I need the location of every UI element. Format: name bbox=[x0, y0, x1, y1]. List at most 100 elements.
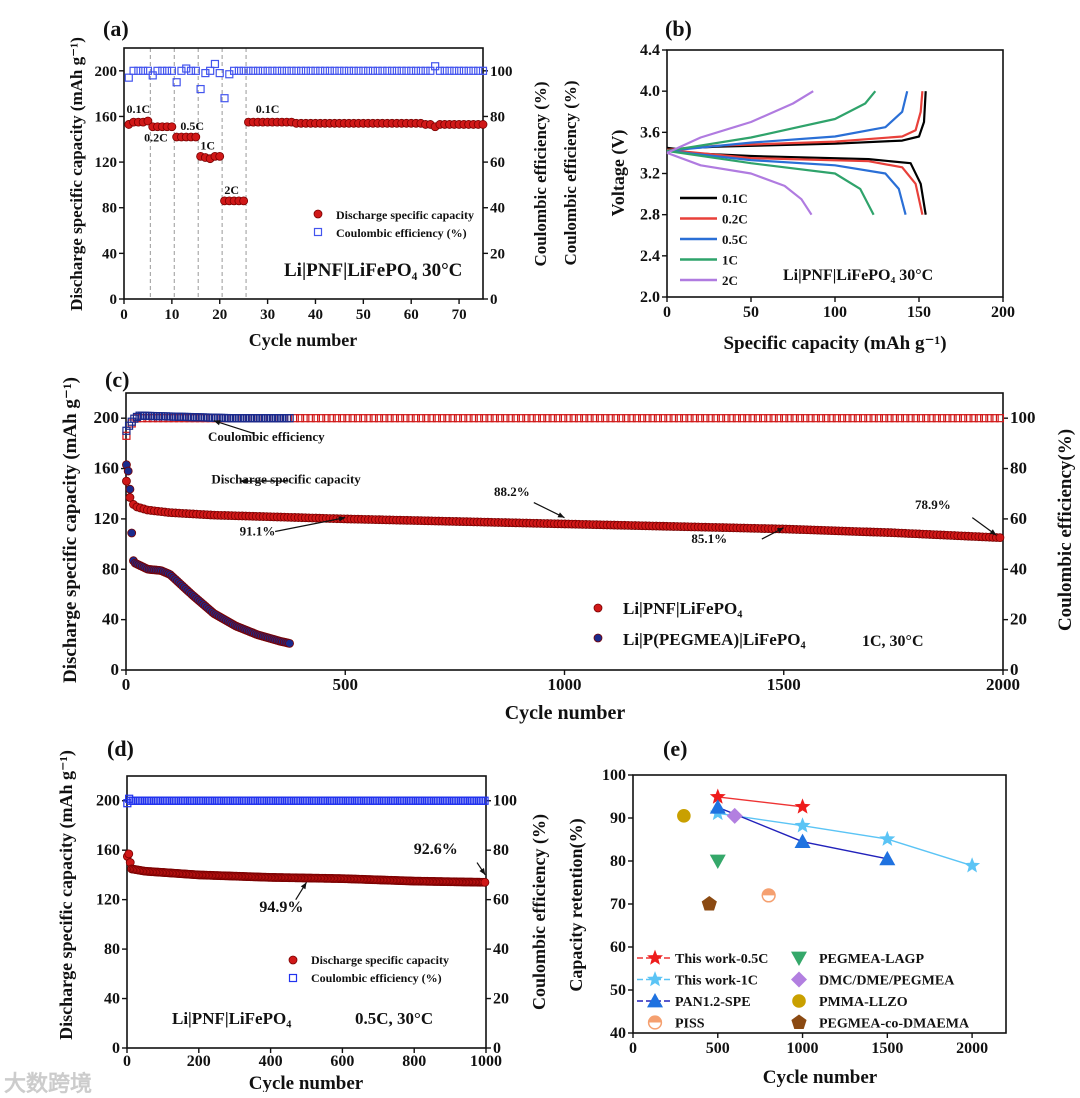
x-tick-label: 600 bbox=[330, 1053, 354, 1070]
pnf-ce-point bbox=[332, 414, 342, 423]
ce-point bbox=[172, 78, 181, 87]
ce-point bbox=[229, 66, 239, 75]
pnf-ce-point bbox=[401, 414, 410, 423]
pegmea-ce-point bbox=[146, 411, 155, 421]
pegmea-ce-point bbox=[140, 411, 149, 420]
annotation-label: 94.9% bbox=[259, 899, 303, 916]
pnf-ce-point bbox=[822, 414, 831, 423]
pnf-ce-point bbox=[148, 414, 157, 423]
ce-point bbox=[210, 59, 220, 69]
y-axis-title: Voltage (V) bbox=[608, 130, 629, 217]
voltage-curve-discharge bbox=[666, 149, 875, 216]
data-point-star bbox=[964, 857, 981, 873]
ce-point bbox=[392, 66, 401, 75]
pnf-ce-point bbox=[285, 414, 294, 423]
pnf-ce-point bbox=[301, 414, 310, 423]
pnf-ce-point bbox=[695, 414, 705, 423]
pegmea-capacity-point bbox=[127, 528, 137, 538]
legend-label: 1C bbox=[722, 253, 738, 268]
ce-point bbox=[450, 66, 459, 75]
ce-point bbox=[411, 66, 421, 75]
pnf-ce-point bbox=[848, 414, 857, 423]
pnf-ce-point bbox=[122, 431, 131, 440]
pnf-ce-point bbox=[690, 414, 699, 423]
ce-point bbox=[402, 66, 411, 75]
y-tick-label: 200 bbox=[94, 408, 120, 427]
legend-label: 0.1C bbox=[722, 191, 748, 206]
pnf-ce-point bbox=[480, 414, 489, 423]
annotation-arrowhead bbox=[989, 529, 997, 536]
pnf-ce-point bbox=[243, 414, 252, 423]
pnf-ce-point bbox=[737, 414, 747, 423]
legend-marker bbox=[647, 993, 663, 1008]
x-tick-label: 0 bbox=[629, 1040, 637, 1057]
ce-point bbox=[478, 66, 488, 75]
pnf-ce-point bbox=[311, 414, 320, 423]
pnf-ce-point bbox=[680, 414, 689, 423]
pnf-ce-point bbox=[922, 414, 931, 423]
y-tick-label: 0 bbox=[110, 292, 118, 308]
pnf-ce-point bbox=[348, 414, 357, 423]
pnf-ce-point bbox=[859, 414, 868, 423]
y-tick-label: 0 bbox=[112, 1040, 120, 1057]
y2-tick-label: 80 bbox=[1010, 459, 1027, 478]
ce-point bbox=[206, 66, 215, 75]
pnf-ce-point bbox=[343, 414, 352, 423]
y-tick-label: 2.4 bbox=[640, 248, 660, 265]
y-tick-label: 2.8 bbox=[640, 207, 660, 224]
y2-axis-title: Coulombic efficiency (%) bbox=[529, 814, 550, 1010]
ce-point bbox=[397, 66, 406, 75]
y-tick-label: 4.0 bbox=[640, 83, 660, 100]
x-tick-label: 1000 bbox=[470, 1053, 502, 1070]
pegmea-ce-point bbox=[282, 414, 292, 423]
ce-point bbox=[344, 66, 354, 75]
pnf-ce-point bbox=[659, 414, 668, 423]
pnf-ce-point bbox=[548, 414, 557, 423]
ce-point bbox=[421, 66, 430, 75]
pnf-ce-point bbox=[143, 414, 152, 423]
ce-point bbox=[435, 66, 445, 75]
pegmea-ce-point bbox=[232, 414, 242, 423]
pnf-ce-point bbox=[290, 414, 299, 423]
y2-tick-label: 20 bbox=[493, 991, 509, 1008]
legend-label: PAN1.2-SPE bbox=[675, 995, 751, 1010]
pegmea-ce-point bbox=[267, 414, 276, 423]
rate-label: 1C bbox=[200, 139, 215, 153]
ce-point bbox=[158, 66, 167, 75]
pnf-ce-point bbox=[622, 414, 631, 423]
y2-tick-label: 40 bbox=[493, 941, 509, 958]
pegmea-ce-point bbox=[248, 414, 257, 423]
pnf-ce-point bbox=[880, 414, 889, 423]
pegmea-ce-point bbox=[151, 412, 160, 421]
pnf-ce-point bbox=[853, 414, 862, 423]
annotation-arrowhead bbox=[338, 516, 346, 522]
x-axis-title: Cycle number bbox=[505, 702, 626, 724]
y-tick-label: 80 bbox=[610, 853, 626, 870]
legend-label: PEGMEA-co-DMAEMA bbox=[819, 1017, 970, 1032]
capacity-point bbox=[313, 209, 323, 219]
pnf-ce-point bbox=[153, 414, 163, 423]
voltage-curve-discharge bbox=[666, 148, 924, 215]
annotation-arrowhead bbox=[776, 527, 784, 534]
y-tick-label: 100 bbox=[602, 767, 626, 784]
capacity-point bbox=[288, 955, 298, 965]
panel-label: (b) bbox=[665, 16, 692, 41]
y-tick-label: 3.6 bbox=[640, 124, 660, 141]
pnf-ce-point bbox=[264, 414, 273, 423]
ce-point bbox=[287, 66, 296, 75]
y2-tick-label: 60 bbox=[1010, 509, 1027, 528]
x-tick-label: 20 bbox=[212, 307, 227, 323]
pnf-ce-point bbox=[801, 414, 810, 423]
ce-point bbox=[387, 66, 397, 75]
ce-point bbox=[239, 66, 248, 75]
legend-marker bbox=[647, 971, 663, 987]
pnf-ce-point bbox=[569, 414, 578, 423]
ce-point bbox=[273, 66, 282, 75]
y-tick-label: 4.4 bbox=[640, 42, 660, 59]
pnf-ce-point bbox=[580, 414, 589, 423]
x-tick-label: 2000 bbox=[986, 675, 1020, 694]
voltage-curve-discharge bbox=[666, 149, 907, 215]
pegmea-ce-point bbox=[240, 414, 249, 423]
legend-marker bbox=[647, 949, 663, 965]
data-point-diamond bbox=[726, 807, 743, 824]
